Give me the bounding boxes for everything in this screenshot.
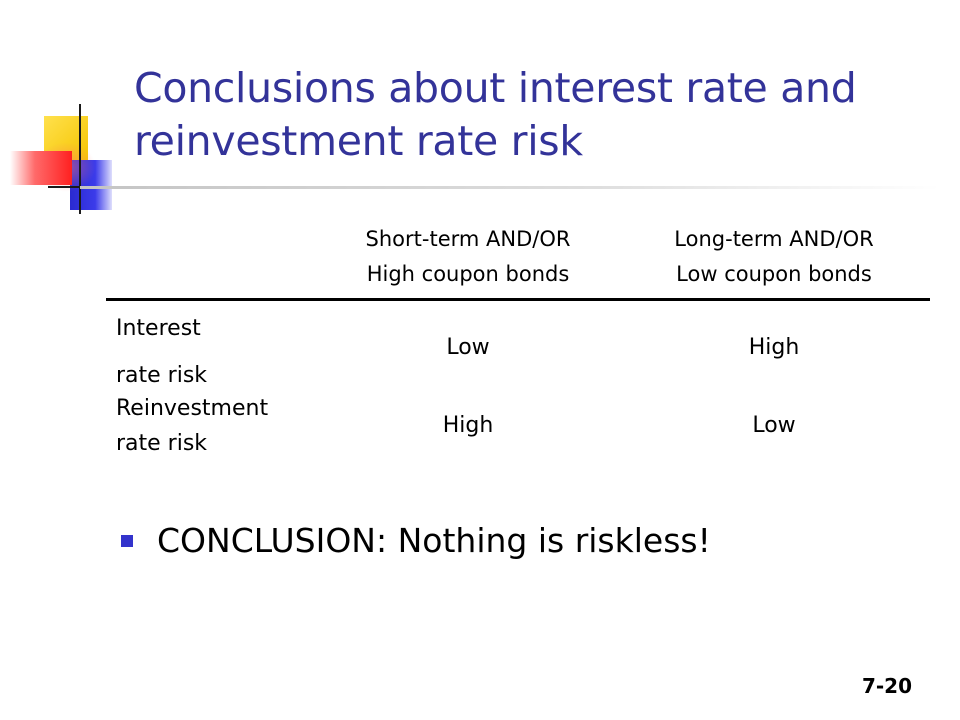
row-label-line-2: rate risk — [116, 363, 208, 388]
row-label-line-2: rate risk — [116, 431, 208, 456]
row-label-line-1: Interest — [116, 316, 201, 341]
cell-interest-long-term: High — [748, 335, 800, 360]
vertical-line — [79, 104, 81, 214]
table-row-interest-rate-risk: Interest rate risk Low High — [106, 301, 930, 389]
title-underline — [80, 186, 940, 189]
red-bar-shape — [10, 151, 72, 185]
table-header: Short-term AND/OR High coupon bonds Long… — [106, 220, 930, 301]
cell-reinvestment-short-term: High — [442, 413, 494, 438]
table-row-reinvestment-rate-risk: Reinvestment rate risk High Low — [106, 389, 930, 477]
header-short-term: Short-term AND/OR High coupon bonds — [318, 222, 618, 292]
header-long-term: Long-term AND/OR Low coupon bonds — [618, 222, 930, 292]
row-label-interest-rate-risk: Interest rate risk — [116, 305, 326, 399]
cell-reinvestment-long-term: Low — [752, 413, 796, 438]
header-short-term-line-1: Short-term AND/OR — [365, 227, 571, 251]
conclusion-text: CONCLUSION: Nothing is riskless! — [157, 521, 711, 560]
risk-table: Short-term AND/OR High coupon bonds Long… — [106, 220, 930, 477]
title-line-2: reinvestment rate risk — [134, 117, 583, 165]
header-long-term-line-1: Long-term AND/OR — [674, 227, 874, 251]
square-bullet-icon — [121, 535, 133, 547]
header-long-term-line-2: Low coupon bonds — [676, 262, 872, 286]
cell-interest-short-term: Low — [446, 335, 490, 360]
row-label-reinvestment-rate-risk: Reinvestment rate risk — [116, 391, 326, 461]
row-label-line-1: Reinvestment — [116, 396, 269, 421]
header-short-term-line-2: High coupon bonds — [366, 262, 570, 286]
title-line-1: Conclusions about interest rate and — [134, 64, 857, 112]
slide-number: 7-20 — [861, 674, 912, 698]
slide-title: Conclusions about interest rate and rein… — [134, 62, 934, 168]
conclusion-bullet: CONCLUSION: Nothing is riskless! — [121, 519, 711, 563]
